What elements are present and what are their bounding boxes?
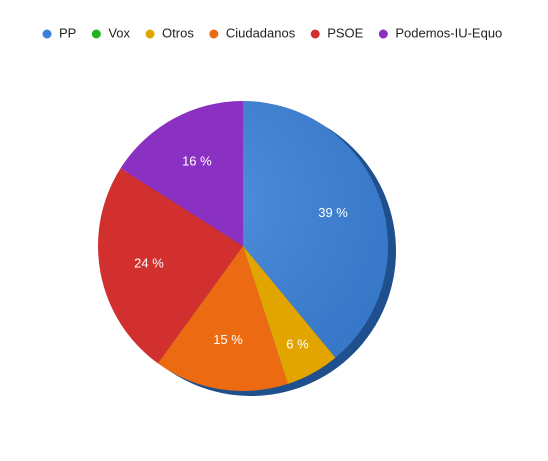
legend-label: Otros [162, 25, 194, 40]
legend-marker [91, 29, 101, 39]
legend-marker [145, 29, 155, 39]
legend-marker [378, 29, 388, 39]
legend-label: PP [59, 25, 76, 40]
data-label: 39 % [318, 205, 348, 220]
data-label: 6 % [286, 337, 309, 352]
pie-slice [97, 168, 243, 364]
legend-marker [310, 29, 320, 39]
legend-marker [209, 29, 219, 39]
data-label: 15 % [213, 332, 243, 347]
pie-slice [120, 101, 243, 246]
legend-label: Ciudadanos [226, 25, 296, 40]
legend-label: Podemos-IU-Equo [395, 25, 502, 40]
pie-slice [157, 246, 288, 391]
data-label: 24 % [134, 255, 164, 270]
pie-slice [243, 246, 336, 384]
data-label: 16 % [182, 154, 212, 169]
legend-label: Vox [108, 25, 130, 40]
legend-label: PSOE [327, 25, 363, 40]
legend-marker [42, 29, 52, 39]
